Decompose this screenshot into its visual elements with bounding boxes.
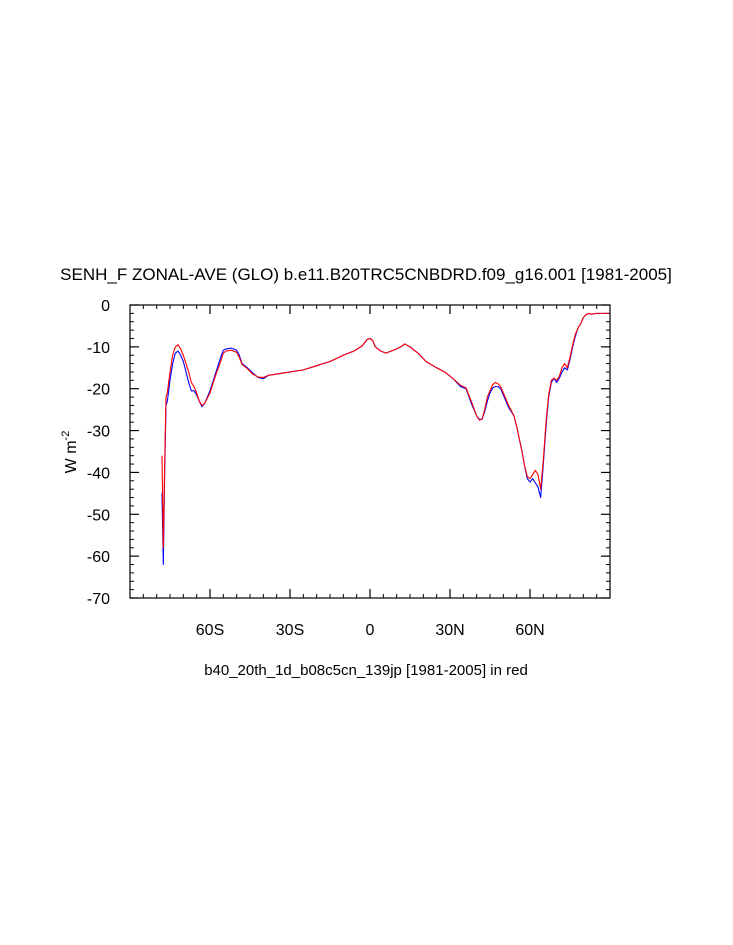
x-tick-label: 30S [276,622,304,639]
y-tick-label: -60 [87,549,110,566]
x-tick-label: 60S [196,622,224,639]
y-tick-label: 0 [101,298,110,315]
series-lines [161,312,610,566]
chart-caption: b40_20th_1d_b08c5cn_139jp [1981-2005] in… [204,662,528,679]
x-tick-label: 60N [515,622,544,639]
y-tick-label: -10 [87,340,110,357]
y-axis-label: W m-2 [60,431,80,474]
x-tick-label: 0 [366,622,375,639]
y-tick-label: -40 [87,465,110,482]
axis-ticks [129,304,611,599]
chart-title: SENH_F ZONAL-AVE (GLO) b.e11.B20TRC5CNBD… [60,265,672,284]
y-tick-label: -70 [87,591,110,608]
y-axis-label-exponent: -2 [60,431,72,441]
y-axis-label-base: W m [63,440,80,473]
y-tick-label: -20 [87,382,110,399]
plot-frame [129,304,611,599]
tick-labels: 0 -10 -20 -30 -40 -50 -60 -70 60S 30S 0 30N 60N [87,298,545,639]
y-tick-label: -50 [87,507,110,524]
x-tick-label: 30N [435,622,464,639]
series-line-red [161,312,610,549]
y-tick-label: -30 [87,424,110,441]
